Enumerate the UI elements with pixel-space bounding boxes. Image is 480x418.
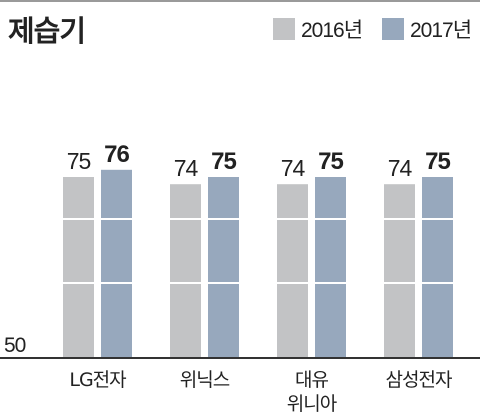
legend-label-2016: 2016년 — [301, 19, 363, 42]
legend-swatch-2017 — [382, 18, 404, 40]
bar-0-1 — [101, 169, 132, 357]
legend-item-2017: 2017년 — [382, 14, 472, 44]
legend-item-2016: 2016년 — [273, 14, 363, 44]
category-label-2-0: 대유 — [295, 369, 328, 391]
category-label-1: 위닉스 — [180, 369, 230, 391]
legend-swatch-2016 — [273, 18, 295, 40]
bar-2-1 — [315, 177, 346, 357]
bar-1-0 — [170, 184, 201, 357]
data-label-1-0: 74 — [174, 155, 199, 181]
bar-3-0 — [384, 184, 415, 357]
chart-title: 제습기 — [8, 14, 86, 48]
data-label-2-1: 75 — [318, 148, 343, 175]
y-axis-min-label: 50 — [4, 334, 26, 357]
data-label-1-1: 75 — [211, 148, 236, 175]
category-label-3: 삼성전자 — [386, 369, 452, 391]
data-label-0-1: 76 — [104, 141, 129, 168]
bar-0-0 — [63, 177, 94, 357]
data-label-3-0: 74 — [388, 155, 413, 181]
category-label-0: LG전자 — [69, 369, 126, 391]
top-rule — [0, 0, 480, 2]
category-label-2-1: 위니아 — [287, 393, 337, 415]
data-label-2-0: 74 — [281, 155, 306, 181]
bar-1-1 — [208, 177, 239, 357]
bar-3-1 — [422, 177, 453, 357]
data-label-0-0: 75 — [67, 148, 91, 174]
legend-label-2017: 2017년 — [410, 19, 472, 42]
data-label-3-1: 75 — [425, 148, 450, 175]
bar-2-0 — [277, 184, 308, 357]
